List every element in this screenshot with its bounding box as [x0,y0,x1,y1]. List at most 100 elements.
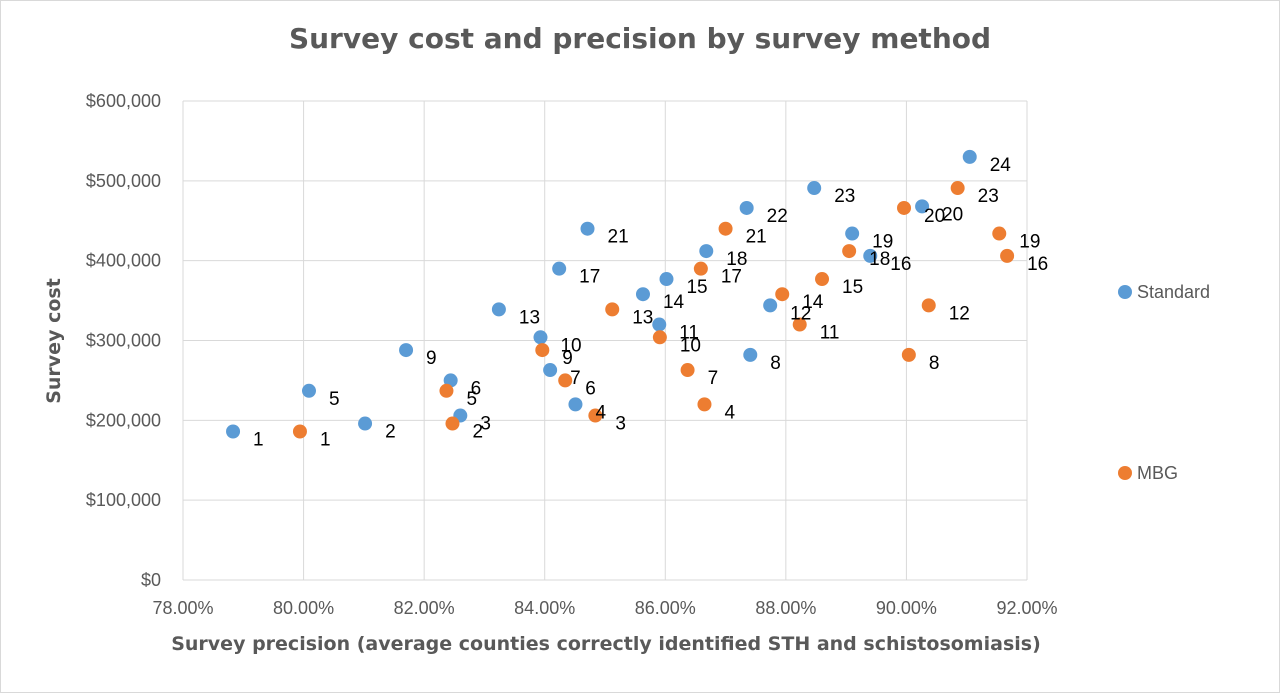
data-label: 16 [1027,254,1048,275]
data-labels: 1 2 345 6 7891011121314151617181920212223241… [253,155,1048,451]
legend-label: MBG [1137,463,1178,483]
data-point-standard [552,261,567,276]
data-point-mbg [897,200,912,215]
x-tick-label: 82.00% [394,598,455,618]
data-point-mbg [558,373,573,388]
data-point-mbg [1000,248,1015,263]
x-tick-label: 92.00% [996,598,1057,618]
data-point-standard [301,383,316,398]
data-point-mbg [588,408,603,423]
data-label: 20 [942,204,963,225]
data-label: 10 [680,335,701,356]
data-label: 7 [708,368,719,389]
data-point-standard [399,343,414,358]
data-point-standard [763,298,778,313]
data-label: 15 [842,277,863,298]
data-point-standard [739,200,754,215]
data-label: 18 [869,249,890,270]
data-label: 22 [767,206,788,227]
x-tick-label: 86.00% [635,598,696,618]
data-point-standard [699,244,714,259]
data-label: 18 [726,249,747,270]
data-label: 21 [608,227,629,248]
data-point-standard [845,226,860,241]
data-point-mbg [697,397,712,412]
data-label: 14 [663,292,685,313]
data-point-mbg [693,261,708,276]
data-label: 8 [929,353,940,374]
data-label: 14 [802,292,824,313]
data-point-mbg [921,298,936,313]
data-point-mbg [292,424,307,439]
data-point-standard [652,317,667,332]
data-label: 19 [872,232,893,253]
data-point-mbg [652,330,667,345]
data-label: 4 [724,402,735,423]
data-point-mbg [718,221,733,236]
data-label: 20 [924,206,945,227]
data-point-standard [635,287,650,302]
y-tick-label: $500,000 [86,171,161,191]
data-point-standard [743,347,758,362]
legend: Standard MBG [1118,282,1210,483]
legend-marker [1118,466,1132,480]
y-tick-label: $400,000 [86,251,161,271]
data-point-standard [491,302,506,317]
data-point-mbg [775,287,790,302]
x-tick-label: 84.00% [514,598,575,618]
data-label: 4 [595,402,606,423]
data-label: 2 [472,422,483,443]
data-point-mbg [605,302,620,317]
data-label: 2 [385,422,396,443]
data-point-standard [568,397,583,412]
y-tick-label: $0 [141,570,161,590]
x-tick-label: 90.00% [876,598,937,618]
data-label: 17 [579,267,600,288]
data-label: 23 [978,186,999,207]
x-axis-title: Survey precision (average counties corre… [171,633,1041,655]
data-point-standard [962,149,977,164]
data-label: 7 [570,368,581,389]
data-point-mbg [992,226,1007,241]
data-point-mbg [815,272,830,287]
data-point-mbg [439,383,454,398]
legend-marker [1118,285,1132,299]
x-tick-label: 80.00% [273,598,334,618]
data-point-standard [659,272,674,287]
y-tick-label: $300,000 [86,331,161,351]
x-tick-label: 88.00% [755,598,816,618]
data-point-mbg [445,416,460,431]
data-label: 13 [519,307,540,328]
data-label: 8 [770,353,781,374]
data-point-mbg [901,347,916,362]
data-label: 12 [949,303,970,324]
y-tick-label: $600,000 [86,91,161,111]
data-label: 19 [1019,232,1040,253]
data-point-standard [915,199,930,214]
data-label: 23 [834,186,855,207]
data-label: 1 [320,430,331,451]
data-label: 9 [426,348,437,369]
y-axis-ticks: $0 $100,000 $200,000 $300,000 $400,000 $500,0… [86,91,161,590]
x-tick-label: 78.00% [152,598,213,618]
grid-lines [182,100,1028,581]
data-point-mbg [950,181,965,196]
y-tick-label: $100,000 [86,490,161,510]
data-label: 13 [632,307,653,328]
y-tick-label: $200,000 [86,410,161,430]
data-point-standard [580,221,595,236]
y-axis-title: Survey cost [43,278,65,404]
data-label: 6 [471,378,482,399]
data-point-mbg [680,363,695,378]
data-label: 17 [721,267,742,288]
data-label: 12 [790,303,811,324]
data-label: 5 [466,389,477,410]
data-label: 10 [560,335,581,356]
data-point-standard [358,416,373,431]
data-point-mbg [792,317,807,332]
data-label: 15 [686,277,707,298]
data-point-standard [863,248,878,263]
x-axis-ticks: 78.00% 80.00% 82.00% 84.00% 86.00% 88.00% 90.0… [152,598,1057,618]
data-label: 5 [329,389,340,410]
